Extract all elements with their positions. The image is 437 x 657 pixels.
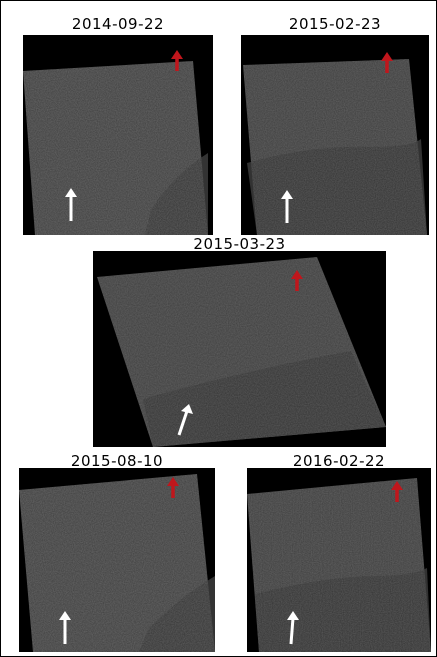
white-arrow-icon [65, 188, 77, 221]
satellite-image-panel [93, 251, 386, 447]
satellite-image-panel [241, 35, 429, 235]
red-north-arrow-icon [391, 481, 403, 502]
white-arrow-icon [177, 404, 193, 436]
satellite-image-panel [247, 468, 431, 652]
red-north-arrow-icon [171, 50, 183, 71]
image-texture [19, 474, 215, 652]
image-texture [23, 61, 208, 235]
satellite-image-panel [23, 35, 213, 235]
image-texture [247, 478, 431, 652]
red-north-arrow-icon [381, 52, 393, 73]
panel-date-label: 2015-03-23 [193, 235, 286, 253]
panel-date-label: 2014-09-22 [71, 15, 165, 33]
white-arrow-icon [59, 611, 71, 644]
image-texture [97, 257, 386, 447]
panel-date-label: 2015-08-10 [70, 452, 164, 470]
white-arrow-icon [281, 190, 293, 223]
satellite-image-panel [19, 468, 215, 652]
red-north-arrow-icon [167, 477, 179, 498]
red-north-arrow-icon [291, 270, 303, 291]
panel-date-label: 2016-02-22 [292, 452, 386, 470]
panel-date-label: 2015-02-23 [288, 15, 382, 33]
image-texture [243, 59, 427, 235]
white-arrow-icon [287, 611, 299, 645]
